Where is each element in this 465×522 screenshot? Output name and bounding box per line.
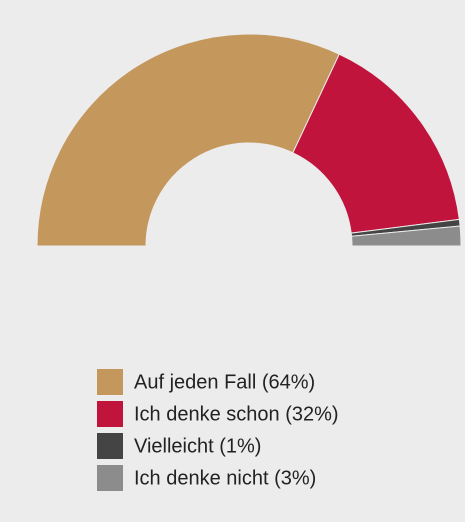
legend-label: Auf jeden Fall (64%)	[134, 371, 315, 393]
legend-swatch	[97, 433, 123, 459]
legend-label: Ich denke schon (32%)	[134, 403, 339, 425]
legend-swatch	[97, 369, 123, 395]
slice	[292, 53, 460, 234]
legend-swatch	[97, 401, 123, 427]
legend-label: Vielleicht (1%)	[134, 435, 261, 457]
legend-label: Ich denke nicht (3%)	[134, 467, 316, 489]
slice	[350, 225, 462, 247]
slice	[36, 33, 340, 247]
legend-swatch	[97, 465, 123, 491]
